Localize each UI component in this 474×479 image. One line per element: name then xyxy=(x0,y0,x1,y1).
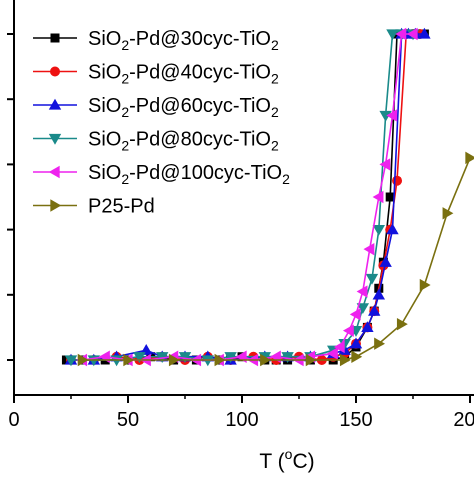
legend-marker-1 xyxy=(50,33,60,43)
x-axis-title-main: T ( xyxy=(259,450,284,473)
legend-item-2: SiO2-Pd@40cyc-TiO2 xyxy=(33,62,279,87)
data-point-3-19 xyxy=(386,223,399,235)
data-point-5-16 xyxy=(349,308,361,321)
data-point-3-17 xyxy=(372,288,385,300)
data-point-6-8 xyxy=(351,350,363,363)
data-point-3-18 xyxy=(379,256,392,267)
legend-label-3: SiO2-Pd@60cyc-TiO2 xyxy=(88,95,279,120)
data-point-6-2 xyxy=(123,353,135,367)
legend-label-part-4-4: 2 xyxy=(271,138,279,154)
data-point-5-14 xyxy=(333,340,345,354)
data-point-6-1 xyxy=(77,353,89,367)
axes: 0 50 100 150 200 xyxy=(7,0,474,431)
legend-label-5: SiO2-Pd@100cyc-TiO2 xyxy=(88,162,290,187)
legend-item-1: SiO2-Pd@30cyc-TiO2 xyxy=(33,28,279,53)
data-point-5-18 xyxy=(363,242,375,256)
legend-label-part-6-1: P25-Pd xyxy=(88,196,155,218)
legend-label-4: SiO2-Pd@80cyc-TiO2 xyxy=(88,129,279,154)
x-tick-label-1: 0 xyxy=(8,409,19,431)
legend-label-part-5-1: SiO xyxy=(88,162,121,184)
legend-label-part-1-2: 2 xyxy=(121,37,129,53)
data-point-4-10 xyxy=(281,352,294,363)
legend-label-part-3-2: 2 xyxy=(121,104,129,120)
legend-item-3: SiO2-Pd@60cyc-TiO2 xyxy=(33,95,279,120)
data-point-1-22 xyxy=(385,192,395,202)
data-point-5-21 xyxy=(386,109,398,122)
series-6 xyxy=(77,151,474,367)
legend-label-part-4-3: -Pd@80cyc-TiO xyxy=(129,129,271,151)
legend-item-4: SiO2-Pd@80cyc-TiO2 xyxy=(33,129,279,154)
x-axis-title: T (oC) xyxy=(259,446,314,473)
legend-label-part-1-4: 2 xyxy=(271,37,279,53)
data-point-5-20 xyxy=(379,158,391,171)
x-tick-label-3: 100 xyxy=(225,409,258,431)
data-point-4-4 xyxy=(133,352,146,363)
data-point-5-19 xyxy=(372,190,384,204)
data-point-6-11 xyxy=(419,278,431,292)
legend-label-part-3-4: 2 xyxy=(271,104,279,120)
legend-label-part-2-4: 2 xyxy=(271,71,279,87)
legend: SiO2-Pd@30cyc-TiO2SiO2-Pd@40cyc-TiO2SiO2… xyxy=(33,28,290,218)
data-point-4-15 xyxy=(356,303,370,315)
legend-marker-6 xyxy=(50,199,62,212)
legend-label-part-2-3: -Pd@40cyc-TiO xyxy=(129,62,271,84)
data-point-3-16 xyxy=(368,304,381,316)
data-point-3-14 xyxy=(349,337,363,349)
data-point-4-8 xyxy=(224,352,237,363)
legend-label-part-3-3: -Pd@60cyc-TiO xyxy=(129,95,271,117)
data-point-6-12 xyxy=(442,207,454,220)
data-point-6-6 xyxy=(305,353,317,367)
data-point-3-15 xyxy=(361,321,374,333)
legend-label-1: SiO2-Pd@30cyc-TiO2 xyxy=(88,28,279,53)
data-point-4-6 xyxy=(178,352,192,363)
data-point-2-20 xyxy=(392,175,403,186)
data-point-4-1 xyxy=(64,355,78,367)
legend-marker-5 xyxy=(48,165,60,179)
legend-label-part-4-1: SiO xyxy=(88,129,121,151)
data-point-6-9 xyxy=(374,337,385,350)
legend-label-part-2-2: 2 xyxy=(121,71,129,87)
x-axis-title-tail: C) xyxy=(292,450,314,473)
plot-area xyxy=(61,27,474,367)
legend-label-6: P25-Pd xyxy=(88,196,155,218)
data-point-6-7 xyxy=(339,353,351,367)
legend-label-part-5-4: 2 xyxy=(282,171,290,187)
legend-label-part-5-3: -Pd@100cyc-TiO xyxy=(129,162,282,184)
legend-label-part-3-1: SiO xyxy=(88,95,121,117)
legend-label-2: SiO2-Pd@40cyc-TiO2 xyxy=(88,62,279,87)
legend-marker-4 xyxy=(48,133,62,145)
x-axis-title-sup: o xyxy=(285,446,293,462)
data-point-6-5 xyxy=(260,353,271,367)
data-point-4-16 xyxy=(365,273,379,285)
legend-label-part-2-1: SiO xyxy=(88,62,121,84)
legend-marker-3 xyxy=(48,98,62,110)
data-point-4-18 xyxy=(379,110,392,122)
data-point-5-22 xyxy=(395,27,407,41)
data-point-3-23 xyxy=(418,27,431,39)
legend-label-part-1-3: -Pd@30cyc-TiO xyxy=(129,28,271,50)
legend-item-5: SiO2-Pd@100cyc-TiO2 xyxy=(33,162,290,187)
series-line-6 xyxy=(82,157,471,361)
data-point-5-15 xyxy=(342,324,354,337)
legend-item-6: P25-Pd xyxy=(33,196,155,218)
x-tick-label-4: 150 xyxy=(339,409,372,431)
legend-label-part-5-2: 2 xyxy=(121,171,129,187)
x-tick-label-5: 200 xyxy=(453,409,474,431)
data-point-6-13 xyxy=(465,151,474,165)
data-point-4-19 xyxy=(386,29,399,41)
data-point-6-3 xyxy=(168,353,180,367)
data-point-5-13 xyxy=(327,347,338,360)
legend-label-part-1-1: SiO xyxy=(88,28,121,50)
data-point-5-23 xyxy=(406,27,418,41)
legend-label-part-4-2: 2 xyxy=(121,138,129,154)
data-point-4-17 xyxy=(372,224,385,236)
data-point-5-17 xyxy=(356,285,368,298)
x-tick-label-2: 50 xyxy=(117,409,139,431)
legend-marker-2 xyxy=(50,66,60,77)
data-point-6-4 xyxy=(214,353,226,367)
data-point-6-10 xyxy=(396,317,408,331)
